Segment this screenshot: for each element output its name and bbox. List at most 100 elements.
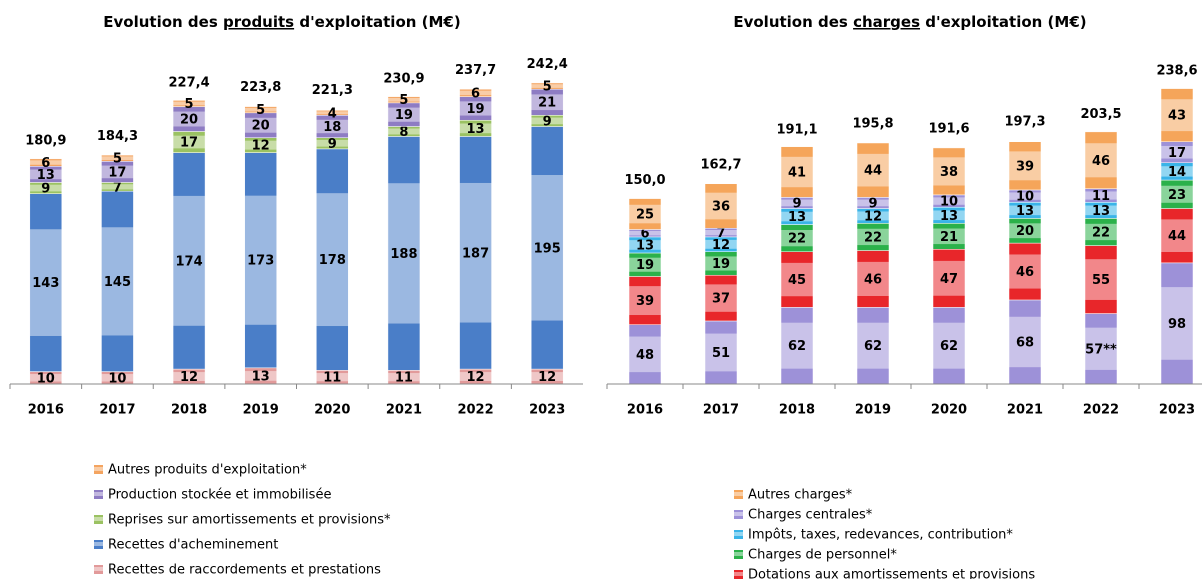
x-tick-label: 2016 (627, 403, 663, 418)
segment-sheen (1009, 254, 1041, 289)
bar-segment (628, 198, 662, 230)
bar-segment (172, 106, 206, 132)
value-label: 44 (1168, 229, 1186, 244)
value-label: 5 (113, 152, 122, 167)
x-tick-label: 2016 (28, 403, 64, 418)
segment-sheen (316, 193, 349, 327)
bar-segment (704, 320, 738, 385)
segment-sheen (781, 211, 813, 222)
value-label: 5 (399, 93, 408, 108)
value-label: 68 (1016, 335, 1034, 350)
value-label: 174 (175, 254, 202, 269)
segment-sheen (29, 184, 62, 192)
bar-segment (530, 82, 564, 90)
value-label: 6 (640, 227, 649, 242)
segment-sheen (1009, 192, 1041, 200)
segment-sheen (629, 230, 661, 236)
chart-title: Evolution des produits d'exploitation (M… (103, 13, 460, 31)
segment-sheen (933, 197, 965, 205)
value-label: 9 (41, 182, 50, 197)
value-label: 12 (864, 209, 882, 224)
bar-segment (1084, 218, 1118, 246)
value-label: 17 (108, 165, 126, 180)
value-label: 9 (868, 196, 877, 211)
bar-segment (1008, 141, 1042, 191)
value-label: 21 (538, 96, 556, 111)
x-tick-label: 2019 (855, 403, 891, 418)
value-label: 7 (113, 180, 122, 195)
value-label: 5 (256, 103, 265, 118)
segment-sheen (933, 157, 965, 186)
total-label: 203,5 (1080, 107, 1121, 122)
segment-sheen (933, 260, 965, 296)
value-label: 10 (940, 195, 958, 210)
bar-segment (1008, 299, 1042, 385)
value-label: 38 (940, 165, 958, 180)
value-label: 44 (864, 164, 882, 179)
segment-sheen (387, 107, 420, 122)
bar-segment (1008, 218, 1042, 244)
segment-sheen (1161, 287, 1193, 360)
total-label: 162,7 (700, 157, 741, 172)
bar-segment (29, 158, 63, 167)
segment-sheen (29, 160, 62, 165)
x-tick-label: 2020 (931, 403, 967, 418)
x-tick-label: 2018 (779, 403, 815, 418)
total-label: 195,8 (852, 116, 893, 131)
segment-sheen (173, 111, 206, 127)
value-label: 45 (788, 273, 806, 288)
legend-label: Recettes d'acheminement (108, 538, 278, 553)
total-label: 180,9 (25, 133, 66, 148)
segment-sheen (857, 199, 889, 207)
bar-segment (856, 250, 890, 308)
segment-sheen (1009, 316, 1041, 368)
segment-sheen (244, 371, 277, 381)
segment-sheen (387, 183, 420, 324)
segment-sheen (857, 211, 889, 221)
legend-label: Production stockée et immobilisée (108, 488, 331, 503)
segment-sheen (629, 336, 661, 373)
value-label: 62 (864, 339, 882, 354)
legend-swatch (94, 565, 103, 574)
segment-sheen (29, 374, 62, 382)
value-label: 22 (788, 232, 806, 247)
total-label: 184,3 (97, 129, 138, 144)
bar-segment (387, 96, 421, 104)
segment-sheen (531, 94, 564, 111)
legend-sheen (734, 552, 743, 556)
x-tick-label: 2019 (243, 403, 279, 418)
value-label: 12 (467, 370, 485, 385)
value-label: 5 (185, 97, 194, 112)
segment-sheen (857, 228, 889, 246)
value-label: 187 (462, 246, 489, 261)
x-tick-label: 2017 (703, 403, 739, 418)
title-part: d'exploitation (M€) (294, 13, 461, 31)
value-label: 178 (319, 253, 346, 268)
value-label: 46 (1016, 265, 1034, 280)
value-label: 41 (788, 166, 806, 181)
segment-sheen (1161, 219, 1193, 252)
segment-sheen (101, 156, 134, 161)
value-label: 143 (32, 276, 59, 291)
value-label: 188 (390, 247, 417, 262)
value-label: 25 (636, 208, 654, 223)
segment-sheen (629, 240, 661, 250)
segment-sheen (857, 261, 889, 296)
legend-label: Autres charges* (748, 488, 853, 503)
value-label: 14 (1168, 165, 1186, 180)
bar-segment (1160, 179, 1194, 209)
legend-swatch (734, 550, 743, 559)
title-part: produits (223, 13, 294, 31)
segment-sheen (933, 228, 965, 245)
value-label: 9 (543, 114, 552, 129)
segment-sheen (29, 229, 62, 336)
bar-segment (1160, 262, 1194, 385)
legend-sheen (734, 572, 743, 576)
value-label: 9 (328, 137, 337, 152)
value-label: 6 (471, 86, 480, 101)
bar-segment (29, 193, 63, 372)
segment-sheen (705, 239, 737, 249)
segment-sheen (387, 97, 420, 102)
total-label: 238,6 (1156, 64, 1197, 79)
value-label: 13 (1092, 204, 1110, 219)
